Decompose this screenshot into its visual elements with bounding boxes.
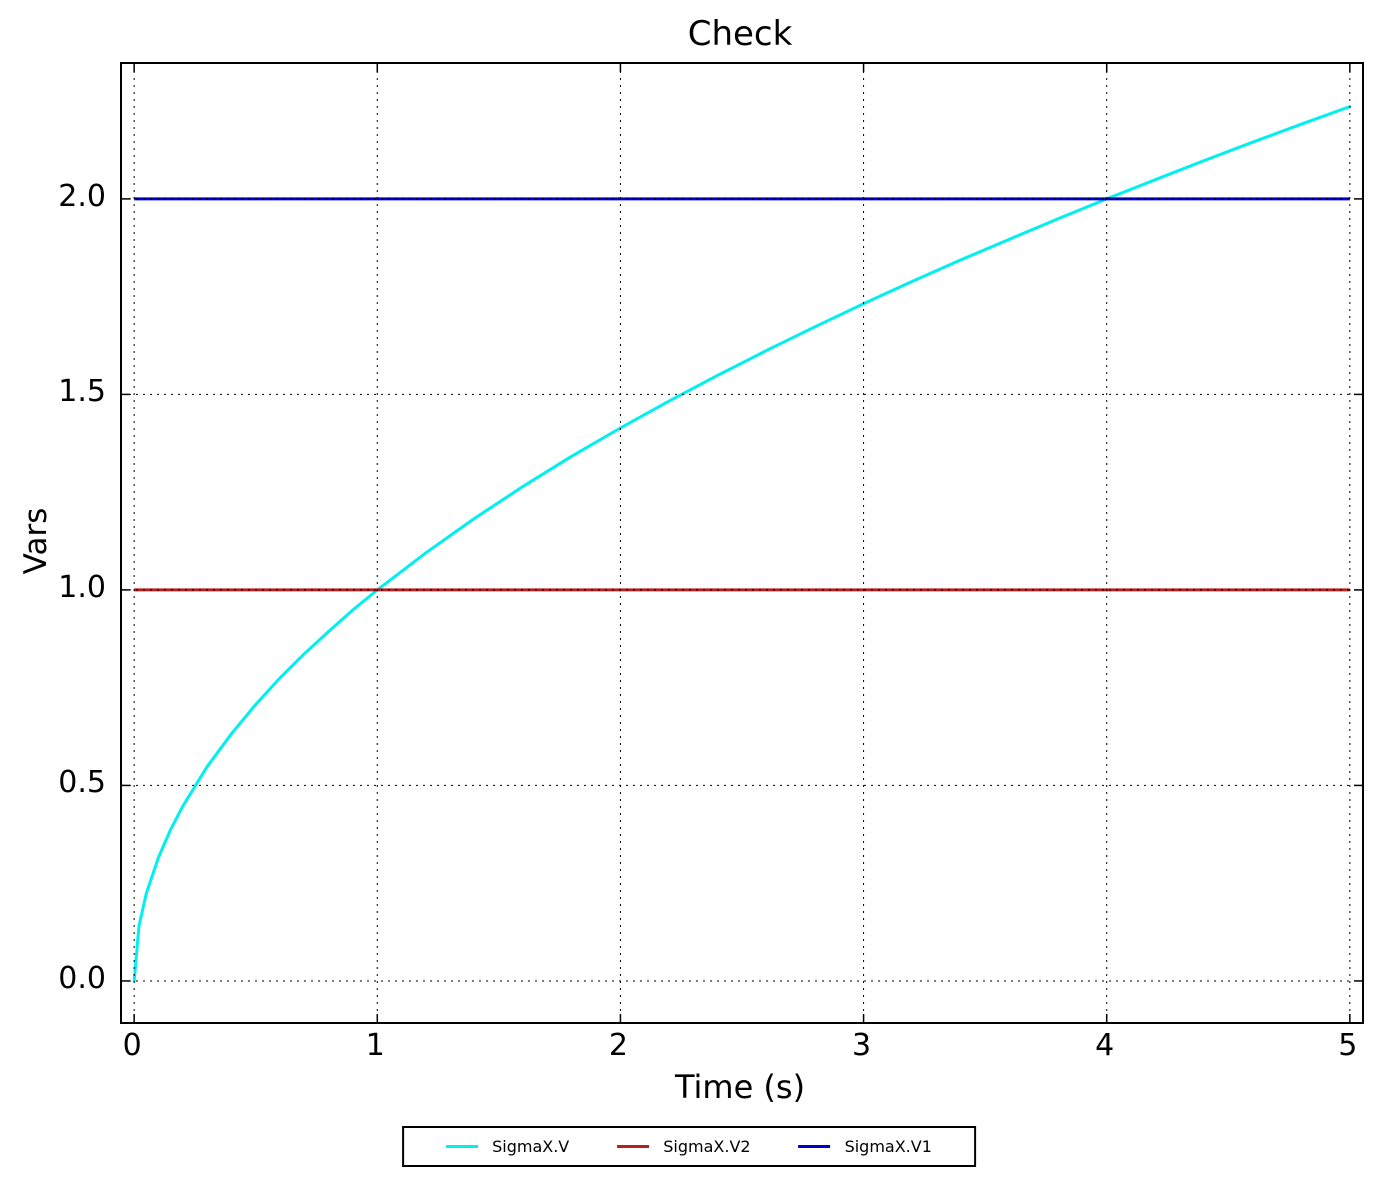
plot-canvas [122, 64, 1362, 1022]
legend-label: SigmaX.V2 [663, 1137, 751, 1156]
legend: SigmaX.V SigmaX.V2 SigmaX.V1 [402, 1126, 976, 1167]
y-tick-label: 0.5 [58, 765, 106, 801]
x-tick-label: 3 [852, 1028, 872, 1063]
y-tick-label: 1.5 [58, 374, 106, 410]
legend-item: SigmaX.V [446, 1137, 569, 1156]
x-tick-label: 4 [1095, 1028, 1115, 1063]
legend-label: SigmaX.V [492, 1137, 570, 1156]
legend-line-swatch [617, 1145, 650, 1148]
x-tick-label: 2 [608, 1028, 628, 1063]
plot-area [120, 62, 1364, 1024]
legend-line-swatch [798, 1145, 831, 1148]
y-tick-label: 0.0 [58, 960, 106, 996]
legend-item: SigmaX.V2 [617, 1137, 751, 1156]
y-axis-label: Vars [18, 507, 54, 575]
legend-label: SigmaX.V1 [844, 1137, 932, 1156]
x-tick-label: 5 [1338, 1028, 1358, 1063]
legend-item: SigmaX.V1 [798, 1137, 932, 1156]
x-axis-label: Time (s) [674, 1068, 806, 1106]
y-tick-label: 2.0 [58, 178, 106, 214]
legend-line-swatch [446, 1145, 479, 1148]
chart-title: Check [687, 14, 793, 54]
x-tick-label: 1 [365, 1028, 385, 1063]
x-tick-label: 0 [122, 1028, 142, 1063]
y-tick-label: 1.0 [58, 569, 106, 605]
series-curve-SigmaX.V [132, 105, 1352, 983]
